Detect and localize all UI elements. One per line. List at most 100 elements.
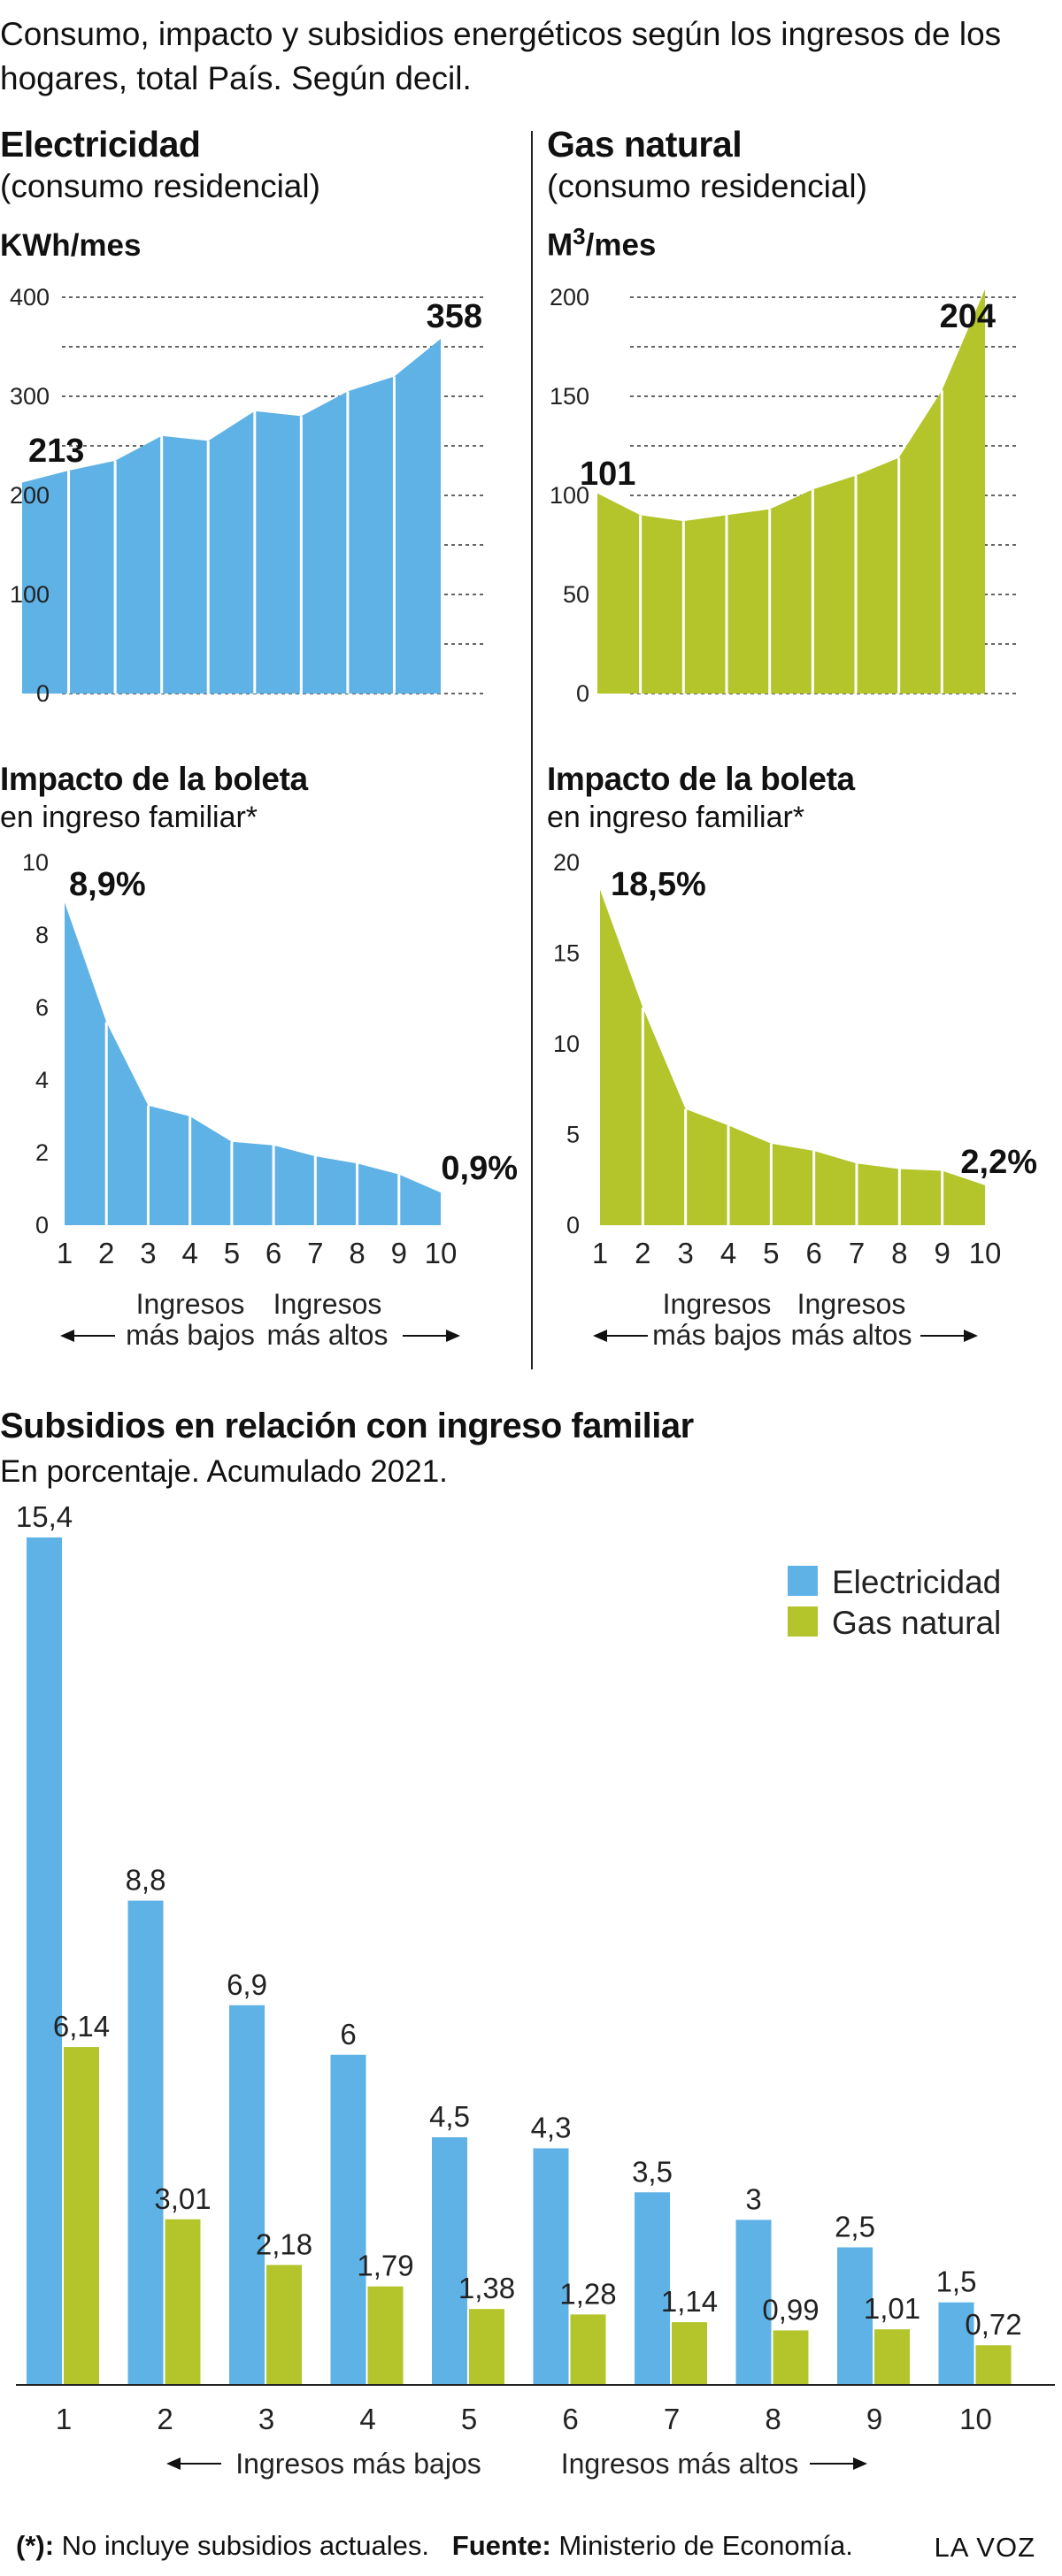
gas-impacto-heading: Impacto de la boleta [547, 761, 855, 797]
electricidad-heading: Electricidad [0, 124, 201, 165]
x-tick-label: 3 [140, 1237, 156, 1269]
electricidad-consumo-chart: 0 100 200 300 400 213 358 [10, 284, 485, 707]
bar-gas [672, 2322, 707, 2385]
x-tick-label: 2 [157, 2403, 173, 2435]
bar-value-label: 1,79 [357, 2250, 413, 2282]
page-title: Consumo, impacto y subsidios energéticos… [0, 16, 1002, 96]
income-high-line2: más altos [267, 1319, 389, 1351]
yticks: 0 50 100 150 200 [550, 284, 589, 707]
bar-value-label: 1,14 [661, 2285, 718, 2318]
bar-electricidad [432, 2137, 467, 2385]
income-low-line1: Ingresos [136, 1288, 245, 1320]
arrow-left-icon [166, 2457, 221, 2470]
x-tick-label: 6 [266, 1237, 281, 1269]
x-tick-label: 9 [866, 2403, 882, 2435]
x-tick-label: 8 [349, 1237, 365, 1269]
x-tick-label: 2 [98, 1237, 114, 1269]
legend-label-gas: Gas natural [832, 1605, 1001, 1641]
gas-heading: Gas natural [547, 124, 743, 165]
gas-impacto-first-label: 18,5% [611, 866, 706, 903]
bar-value-label: 6,9 [227, 1968, 267, 2001]
income-low-line1: Ingresos [663, 1288, 772, 1320]
x-tick-label: 2 [635, 1237, 650, 1269]
yticks: 0 2 4 6 8 10 [22, 849, 49, 1238]
gas-unit-base: M [547, 227, 573, 263]
x-tick-label: 5 [461, 2403, 477, 2435]
income-low-line2: más bajos [652, 1319, 781, 1351]
bar-value-label: 0,99 [762, 2293, 819, 2326]
income-high-line2: más altos [791, 1319, 912, 1351]
arrow-right-icon [810, 2457, 867, 2470]
y-tick-label: 4 [35, 1067, 49, 1093]
x-tick-label: 3 [258, 2403, 274, 2435]
x-tick-label: 9 [934, 1237, 950, 1269]
gas-unit-superscript: 3 [573, 223, 586, 249]
arrow-left-icon [593, 1330, 648, 1342]
area-fill [600, 889, 985, 1225]
income-high-line1: Ingresos [797, 1288, 906, 1320]
area [65, 902, 441, 1225]
bar-value-label: 6 [340, 2018, 356, 2051]
bar-gas [469, 2309, 504, 2385]
legend-label-electricidad: Electricidad [832, 1564, 1001, 1600]
bar-gas [64, 2047, 99, 2385]
footer-note-key: (*): [16, 2530, 55, 2561]
electricidad-impacto-last-label: 0,9% [441, 1150, 518, 1187]
x-tick-label: 9 [391, 1237, 407, 1269]
area-fill [22, 339, 441, 694]
bar-value-label: 15,4 [16, 1500, 73, 1533]
legend: Electricidad Gas natural [788, 1564, 1001, 1641]
bar-gas [570, 2314, 606, 2385]
bar-electricidad [837, 2247, 873, 2385]
bar-gas [165, 2219, 201, 2385]
x-tick-label: 1 [56, 2403, 72, 2435]
subsidios-subheading: En porcentaje. Acumulado 2021. [0, 1454, 448, 1489]
y-tick-label: 0 [566, 1212, 580, 1238]
income-high-label: Ingresos más altos [561, 2448, 799, 2480]
yticks: 0 5 10 15 20 [553, 849, 580, 1238]
y-tick-label: 5 [566, 1122, 580, 1148]
y-tick-label: 50 [563, 581, 589, 608]
subsidios-chart: 15,4 6,14 8,8 3,01 6,9 2,18 6 1,79 4,5 1,38 4,3 1,2… [16, 1500, 1055, 2480]
x-tick-label: 4 [181, 1237, 197, 1269]
income-high-line1: Ingresos [273, 1288, 382, 1320]
y-tick-label: 200 [10, 482, 50, 509]
area-fill [65, 902, 441, 1225]
footer-source-text: Ministerio de Economía. [558, 2530, 853, 2561]
bar-labels: 15,4 6,14 8,8 3,01 6,9 2,18 6 1,79 4,5 1,38 4,3 1,2… [16, 1500, 1022, 2341]
bar-value-label: 3 [745, 2182, 761, 2215]
bar-gas [773, 2330, 809, 2385]
area [600, 889, 985, 1225]
area [22, 339, 441, 694]
bar-value-label: 2,18 [256, 2227, 312, 2260]
xticks: 1 2 3 4 5 6 7 8 9 10 [56, 2403, 992, 2435]
bar-electricidad [330, 2054, 366, 2385]
x-tick-label: 4 [359, 2403, 375, 2435]
income-low-line2: más bajos [126, 1319, 255, 1351]
income-low-label: Ingresos más bajos [235, 2448, 481, 2480]
bar-electricidad [127, 1900, 164, 2385]
gas-unit: M3/mes [547, 223, 656, 264]
xticks: 1 2 3 4 5 6 7 8 9 10 [57, 1237, 458, 1269]
footer-note: (*): No incluye subsidios actuales. Fuen… [16, 2530, 853, 2562]
x-tick-label: 5 [224, 1237, 240, 1269]
bar-value-label: 0,72 [965, 2308, 1021, 2341]
bar-value-label: 2,5 [835, 2210, 875, 2242]
gas-first-label: 101 [580, 456, 635, 493]
bar-gas [367, 2286, 404, 2385]
x-tick-label: 10 [425, 1237, 458, 1269]
x-tick-label: 1 [592, 1237, 608, 1269]
y-tick-label: 2 [35, 1139, 49, 1166]
x-tick-label: 6 [562, 2403, 578, 2435]
footer-source-key: Fuente: [451, 2530, 551, 2561]
y-tick-label: 200 [550, 284, 589, 310]
bar-electricidad [735, 2220, 772, 2385]
xticks: 1 2 3 4 5 6 7 8 9 10 [592, 1237, 1002, 1269]
x-tick-label: 8 [891, 1237, 907, 1269]
bars [27, 1537, 1012, 2385]
gas-unit-rest: /mes [585, 227, 657, 263]
bar-value-label: 3,01 [154, 2182, 211, 2215]
y-tick-label: 10 [553, 1031, 580, 1057]
y-tick-label: 150 [550, 383, 589, 410]
